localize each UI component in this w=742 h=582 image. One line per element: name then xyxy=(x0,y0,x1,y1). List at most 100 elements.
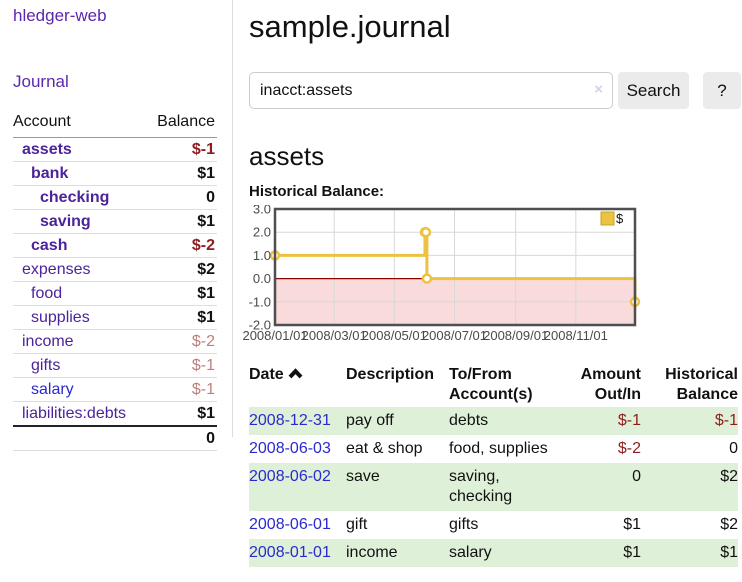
account-link[interactable]: gifts xyxy=(31,357,61,374)
account-row: salary $-1 xyxy=(13,377,217,402)
transaction-amount: $1 xyxy=(623,544,641,561)
transaction-accounts: gifts xyxy=(449,516,479,533)
transaction-accounts: debts xyxy=(449,412,489,429)
account-balance: $-2 xyxy=(191,237,215,254)
y-tick-label: 3.0 xyxy=(253,205,271,217)
account-link[interactable]: saving xyxy=(40,213,91,230)
account-row: gifts $-1 xyxy=(13,353,217,378)
main-content: sample.journal × Search ? assets Histori… xyxy=(233,0,742,582)
x-tick-label: 2008/05/01 xyxy=(362,328,427,343)
transaction-balance: $2 xyxy=(720,468,738,485)
account-link[interactable]: cash xyxy=(31,237,68,254)
transaction-date-link[interactable]: 2008-06-03 xyxy=(249,440,331,457)
sidebar-item-journal[interactable]: Journal xyxy=(13,72,69,91)
transaction-description: income xyxy=(346,544,398,561)
table-row: 2008-06-03 eat & shop food, supplies $-2 0 xyxy=(249,435,738,463)
y-tick-label: -2.0 xyxy=(249,318,271,333)
legend-swatch xyxy=(600,211,615,226)
transaction-description: save xyxy=(346,468,380,485)
transaction-description: eat & shop xyxy=(346,440,423,457)
sidebar: hledger-web Journal Account Balance asse… xyxy=(0,0,233,451)
sort-asc-icon xyxy=(288,368,303,379)
account-balance: $-1 xyxy=(191,141,215,158)
search-input[interactable] xyxy=(249,72,613,109)
register-table: Date Description To/From Account(s) Amou… xyxy=(249,363,738,567)
account-balance: $1 xyxy=(197,213,215,230)
account-link[interactable]: liabilities:debts xyxy=(22,405,127,422)
search-form: × Search ? xyxy=(249,72,742,109)
data-point xyxy=(421,273,433,284)
account-balance: $2 xyxy=(197,261,215,278)
accounts-total-balance: 0 xyxy=(146,425,217,451)
register-header-date[interactable]: Date xyxy=(249,363,346,407)
account-link[interactable]: bank xyxy=(31,165,69,182)
data-point xyxy=(420,226,432,238)
transaction-accounts: saving, checking xyxy=(449,468,513,505)
account-row: checking 0 xyxy=(13,185,217,210)
page-title: sample.journal xyxy=(249,9,451,44)
account-link[interactable]: food xyxy=(31,285,63,302)
transaction-date-link[interactable]: 2008-06-01 xyxy=(249,516,331,533)
account-row: bank $1 xyxy=(13,161,217,186)
account-balance: $1 xyxy=(197,405,215,422)
help-button[interactable]: ? xyxy=(703,72,741,109)
register-header-amount: Amount Out/In xyxy=(580,366,641,403)
transaction-balance: 0 xyxy=(729,440,738,457)
historical-balance-chart[interactable]: $3.0 2.0 1.0 0.0 -1.0 -2.02008/01/012008/03/0… xyxy=(243,205,643,347)
account-link[interactable]: checking xyxy=(40,189,110,206)
x-tick-label: 2008/07/01 xyxy=(422,328,487,343)
account-balance: $-2 xyxy=(191,333,215,350)
table-row: 2008-06-01 gift gifts $1 $2 xyxy=(249,511,738,539)
search-button[interactable]: Search xyxy=(618,72,689,109)
x-tick-label: 2008/11/01 xyxy=(544,328,608,343)
account-link[interactable]: income xyxy=(22,333,74,350)
y-tick-label: -1.0 xyxy=(249,294,271,309)
accounts-header-account: Account xyxy=(13,111,147,138)
transaction-date-link[interactable]: 2008-06-02 xyxy=(249,468,331,485)
account-balance: $1 xyxy=(197,285,215,302)
clear-search-icon[interactable]: × xyxy=(594,81,603,98)
account-row: expenses $2 xyxy=(13,257,217,282)
account-balance: $1 xyxy=(197,309,215,326)
transaction-date-link[interactable]: 2008-01-01 xyxy=(249,544,331,561)
account-row: income $-2 xyxy=(13,329,217,354)
account-link[interactable]: assets xyxy=(22,141,72,158)
transaction-amount: $1 xyxy=(623,516,641,533)
y-tick-label: 1.0 xyxy=(253,248,271,263)
account-row: assets $-1 xyxy=(13,138,217,162)
transaction-description: gift xyxy=(346,516,368,533)
account-balance: $-1 xyxy=(191,357,215,374)
x-tick-label: 2008/03/01 xyxy=(302,328,367,343)
accounts-header-balance: Balance xyxy=(146,111,217,138)
account-heading: assets xyxy=(249,141,325,171)
transaction-amount: $-2 xyxy=(617,440,641,457)
register-header-balance: Historical Balance xyxy=(665,366,738,403)
account-row: supplies $1 xyxy=(13,305,217,330)
table-row: 2008-06-02 save saving, checking 0 $2 xyxy=(249,463,738,511)
transaction-date-link[interactable]: 2008-12-31 xyxy=(249,412,331,429)
account-row: cash $-2 xyxy=(13,233,217,258)
app-brand-link[interactable]: hledger-web xyxy=(13,6,107,25)
account-row: food $1 xyxy=(13,281,217,306)
table-row: 2008-01-01 income salary $1 $1 xyxy=(249,539,738,567)
transaction-description: pay off xyxy=(346,412,394,429)
account-link[interactable]: supplies xyxy=(31,309,90,326)
transaction-accounts: salary xyxy=(449,544,492,561)
y-tick-label: 0.0 xyxy=(253,271,271,286)
account-balance: $1 xyxy=(197,165,215,182)
account-link[interactable]: expenses xyxy=(22,261,91,278)
account-balance: 0 xyxy=(206,189,215,206)
account-link[interactable]: salary xyxy=(31,381,74,398)
chart-title: Historical Balance: xyxy=(249,183,385,200)
register-header-accounts: To/From Account(s) xyxy=(449,366,533,403)
register-header-description: Description xyxy=(346,366,435,383)
legend-label: $ xyxy=(616,211,624,226)
account-balance: $-1 xyxy=(191,381,215,398)
plot-border xyxy=(273,207,637,327)
accounts-total-row: 0 xyxy=(13,425,217,451)
transaction-amount: 0 xyxy=(632,468,641,485)
account-row: liabilities:debts $1 xyxy=(13,401,217,426)
x-tick-label: 2008/01/01 xyxy=(243,328,308,343)
x-tick-label: 2008/09/01 xyxy=(483,328,548,343)
transaction-accounts: food, supplies xyxy=(449,440,548,457)
